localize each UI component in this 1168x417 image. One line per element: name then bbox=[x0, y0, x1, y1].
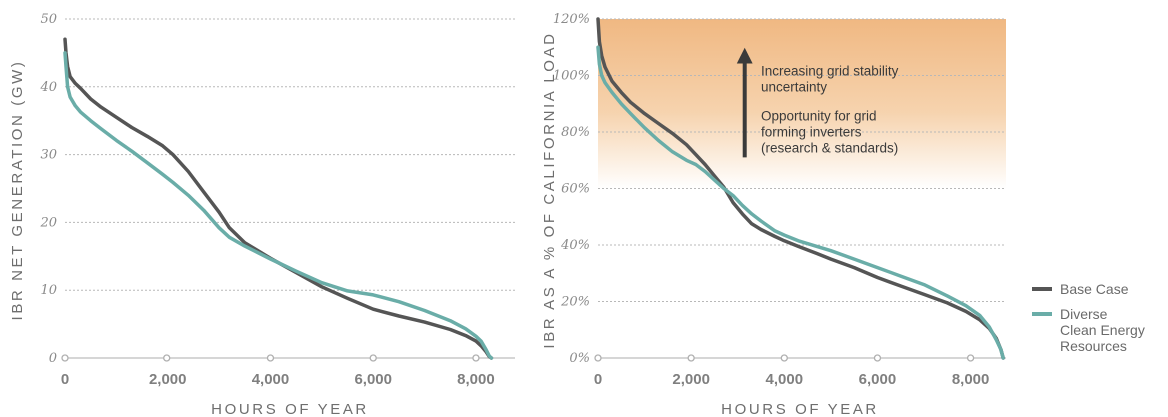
x-axis-marker bbox=[163, 354, 171, 362]
annotation-text: (research & standards) bbox=[761, 141, 898, 156]
chart-panel-ibr-percent-load: 0% 20% 40% 60% 80% 100% 120% 0 2,000 4,000 6,000 8,… bbox=[553, 12, 1006, 388]
y-tick-label: 80% bbox=[561, 125, 590, 140]
x-axis-marker bbox=[780, 354, 788, 362]
x-tick-label: 8,000 bbox=[457, 371, 495, 388]
y-axis-title-left: IBR NET GENERATION (GW) bbox=[9, 60, 26, 321]
legend-label: Base Case bbox=[1060, 281, 1129, 297]
y-tick-label: 20 bbox=[39, 215, 57, 230]
y-tick-label: 100% bbox=[553, 69, 590, 84]
x-tick-label: 0 bbox=[61, 371, 69, 388]
y-tick-label: 60% bbox=[561, 182, 590, 197]
annotation-text: Opportunity for grid bbox=[761, 109, 877, 124]
x-axis-marker bbox=[873, 354, 882, 362]
y-tick-label: 10 bbox=[40, 283, 57, 298]
y-tick-label: 120% bbox=[553, 12, 590, 27]
annotation-text: uncertainty bbox=[761, 79, 827, 94]
series-line-diverse-clean-energy bbox=[63, 51, 494, 360]
y-tick-label: 40% bbox=[560, 238, 590, 253]
series-line-base-case bbox=[63, 37, 494, 360]
y-axis-title-right: IBR AS A % OF CALIFORNIA LOAD bbox=[541, 31, 558, 348]
x-axis-marker bbox=[472, 354, 480, 362]
series-line-base-case bbox=[596, 17, 1005, 360]
x-axis-marker bbox=[687, 354, 695, 362]
x-tick-label: 2,000 bbox=[149, 371, 187, 388]
x-axis-marker bbox=[594, 354, 602, 362]
legend-label: Diverse bbox=[1060, 306, 1108, 322]
x-tick-label: 6,000 bbox=[354, 371, 392, 388]
x-tick-label: 6,000 bbox=[859, 371, 897, 388]
shaded-band-uncertainty bbox=[598, 19, 1006, 189]
x-axis-marker bbox=[266, 354, 275, 362]
x-axis-marker bbox=[369, 354, 377, 362]
x-tick-label: 4,000 bbox=[252, 371, 290, 388]
x-axis-title-left: HOURS OF YEAR bbox=[211, 401, 369, 417]
annotation-text: Increasing grid stability bbox=[761, 63, 899, 78]
x-tick-label: 2,000 bbox=[672, 371, 710, 388]
chart-panel-ibr-net-generation: 0 10 20 30 40 50 0 2,000 4,000 6,000 8,000 bbox=[39, 12, 515, 388]
x-axis-marker bbox=[966, 354, 975, 362]
y-tick-label: 0 bbox=[49, 351, 57, 366]
x-tick-label: 8,000 bbox=[952, 371, 990, 388]
legend-label: Clean Energy bbox=[1060, 322, 1145, 338]
x-axis-marker bbox=[61, 354, 69, 362]
annotation-text: forming inverters bbox=[761, 125, 862, 140]
x-tick-label: 0 bbox=[594, 371, 602, 388]
series-line-diverse-clean-energy bbox=[596, 45, 1005, 360]
y-tick-label: 0% bbox=[569, 351, 590, 366]
y-tick-label: 20% bbox=[560, 295, 590, 310]
legend-label: Resources bbox=[1060, 338, 1127, 354]
y-tick-label: 40 bbox=[39, 80, 57, 95]
x-tick-label: 4,000 bbox=[766, 371, 804, 388]
y-tick-label: 30 bbox=[40, 148, 57, 163]
y-tick-label: 50 bbox=[40, 12, 57, 27]
x-axis-title-right: HOURS OF YEAR bbox=[721, 401, 879, 417]
